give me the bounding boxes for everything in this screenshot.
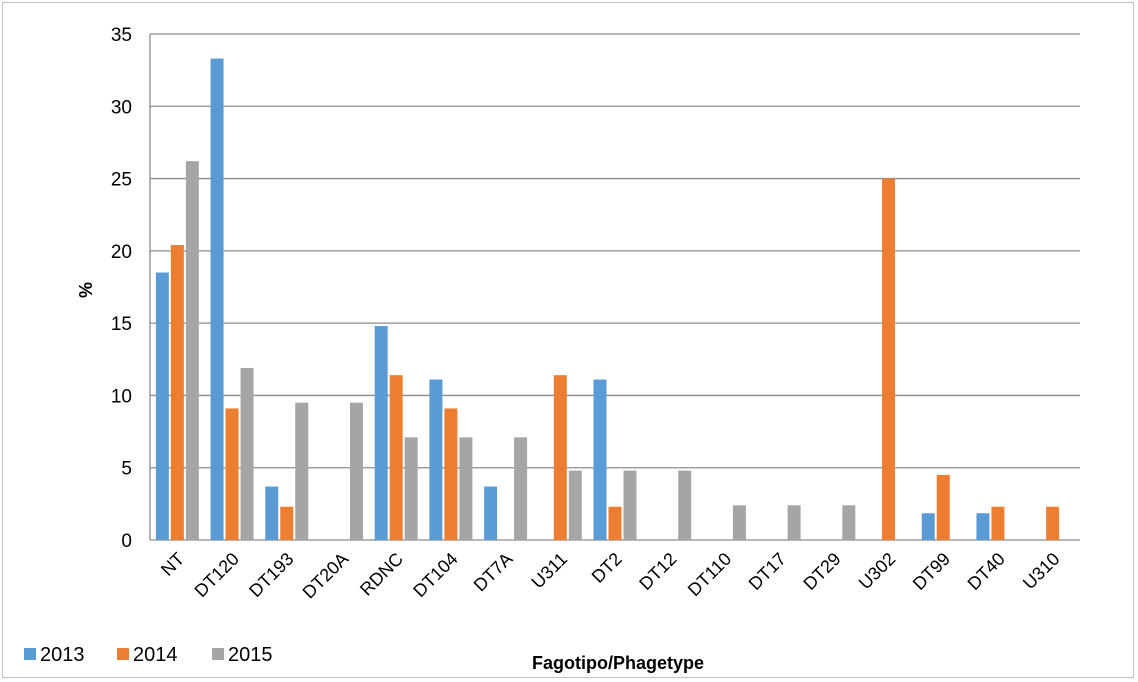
legend-label-2013: 2013 bbox=[40, 644, 85, 666]
x-axis-ticks: NT DT120 DT193 DT20A RDNC DT104 DT7A U311 DT2 DT1… bbox=[157, 549, 1063, 603]
bar-2013-DT99 bbox=[921, 513, 935, 540]
bar-2014-U310 bbox=[1046, 506, 1060, 540]
y-tick-label: 20 bbox=[111, 242, 132, 263]
bar-2015-U311 bbox=[568, 470, 582, 540]
x-tick-label: DT99 bbox=[909, 549, 954, 594]
x-tick-label: U311 bbox=[527, 549, 571, 593]
bar-2015-DT17 bbox=[787, 505, 801, 540]
bar-2013-RDNC bbox=[374, 326, 388, 540]
bar-2015-DT2 bbox=[623, 470, 637, 540]
gridlines bbox=[149, 33, 1080, 541]
legend-label-2015: 2015 bbox=[228, 644, 273, 666]
bar-2014-DT193 bbox=[280, 506, 294, 540]
y-tick-label: 0 bbox=[121, 531, 132, 552]
x-tick-label: DT20A bbox=[299, 549, 353, 603]
y-tick-label: 10 bbox=[111, 386, 132, 407]
y-tick-label: 35 bbox=[111, 25, 132, 46]
x-tick-label: DT120 bbox=[191, 549, 243, 601]
x-tick-label: DT17 bbox=[745, 549, 790, 594]
x-tick-label: DT110 bbox=[684, 549, 735, 600]
bar-2013-DT40 bbox=[976, 513, 990, 540]
x-tick-label: DT40 bbox=[964, 549, 1009, 594]
x-tick-label: DT7A bbox=[470, 549, 517, 596]
bar-2015-DT110 bbox=[732, 505, 746, 540]
bar-2015-RDNC bbox=[404, 437, 418, 540]
x-tick-label: DT12 bbox=[635, 549, 680, 594]
bar-2014-RDNC bbox=[389, 375, 403, 540]
bar-2014-NT bbox=[170, 245, 184, 540]
legend-label-2014: 2014 bbox=[133, 644, 178, 666]
bar-2014-U311 bbox=[553, 375, 567, 540]
x-tick-label: NT bbox=[157, 549, 188, 580]
bar-2015-DT20A bbox=[349, 402, 363, 540]
bars bbox=[155, 58, 1060, 541]
bar-2013-NT bbox=[155, 272, 169, 540]
y-axis-ticks: 0 5 10 15 20 25 30 35 bbox=[111, 25, 132, 552]
bar-2015-DT12 bbox=[678, 470, 692, 540]
legend-swatch-2013 bbox=[24, 648, 36, 660]
bar-2014-U302 bbox=[882, 178, 896, 541]
bar-2014-DT104 bbox=[444, 408, 458, 540]
bar-2013-DT104 bbox=[429, 379, 443, 540]
bar-2013-DT7A bbox=[484, 486, 498, 540]
y-tick-label: 30 bbox=[111, 97, 132, 118]
bar-2015-DT29 bbox=[842, 505, 856, 540]
legend-swatch-2015 bbox=[212, 648, 224, 660]
x-tick-label: DT29 bbox=[799, 549, 844, 594]
bar-2015-DT120 bbox=[240, 367, 254, 540]
bar-2013-DT2 bbox=[593, 379, 607, 540]
x-tick-label: DT104 bbox=[409, 549, 461, 601]
bar-2015-DT104 bbox=[459, 437, 473, 540]
bar-2014-DT40 bbox=[991, 506, 1005, 540]
x-tick-label: RDNC bbox=[356, 549, 407, 600]
bar-2015-DT193 bbox=[295, 402, 309, 540]
legend-swatch-2014 bbox=[117, 648, 129, 660]
bar-2015-DT7A bbox=[514, 437, 528, 540]
x-axis-title: Fagotipo/Phagetype bbox=[532, 653, 704, 673]
y-tick-label: 25 bbox=[111, 170, 132, 191]
bar-2014-DT120 bbox=[225, 408, 239, 540]
bar-2014-DT2 bbox=[608, 506, 622, 540]
x-tick-label: DT2 bbox=[588, 549, 626, 587]
y-tick-label: 15 bbox=[111, 314, 132, 335]
y-axis-title: % bbox=[76, 282, 96, 298]
y-tick-label: 5 bbox=[121, 459, 132, 480]
x-tick-label: DT193 bbox=[245, 549, 297, 601]
bar-2014-DT99 bbox=[936, 474, 950, 540]
bar-2013-DT193 bbox=[265, 486, 279, 540]
legend: 2013 2014 2015 bbox=[24, 644, 273, 666]
x-tick-label: U302 bbox=[855, 549, 900, 594]
bar-2015-NT bbox=[185, 161, 199, 541]
x-tick-label: U310 bbox=[1019, 549, 1064, 594]
bar-2013-DT120 bbox=[210, 58, 224, 540]
